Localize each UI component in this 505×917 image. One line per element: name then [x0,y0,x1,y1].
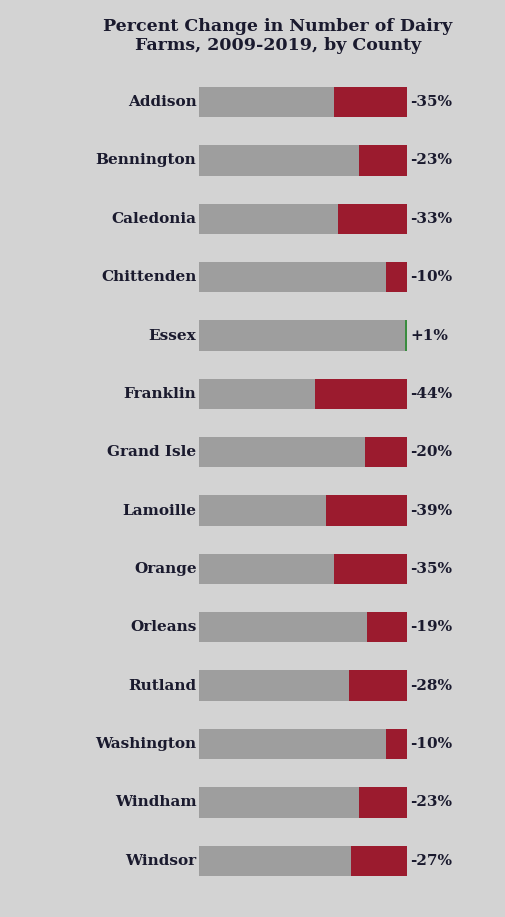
Bar [386,729,407,759]
Bar [198,554,334,584]
Bar [338,204,407,234]
Bar [348,670,407,701]
Text: Chittenden: Chittenden [101,271,196,284]
Text: -35%: -35% [410,95,452,109]
Bar [198,787,359,818]
Bar [334,87,407,117]
Bar [198,379,315,409]
Text: Bennington: Bennington [96,153,196,168]
Text: -23%: -23% [410,153,452,168]
Bar [198,262,386,293]
Bar [359,145,407,176]
Bar [198,145,359,176]
Bar [350,845,407,876]
Text: Lamoille: Lamoille [123,503,196,517]
Bar [405,320,407,350]
Bar [198,87,334,117]
Bar [315,379,407,409]
Text: Essex: Essex [149,328,196,343]
Bar [198,845,350,876]
Text: -10%: -10% [410,737,452,751]
Text: +1%: +1% [410,328,448,343]
Bar [198,670,348,701]
Text: -44%: -44% [410,387,452,401]
Text: -33%: -33% [410,212,452,226]
Title: Percent Change in Number of Dairy
Farms, 2009-2019, by County: Percent Change in Number of Dairy Farms,… [103,17,452,54]
Text: Orleans: Orleans [130,620,196,635]
Text: Rutland: Rutland [128,679,196,692]
Text: -35%: -35% [410,562,452,576]
Bar [326,495,407,525]
Bar [359,787,407,818]
Text: Grand Isle: Grand Isle [108,446,196,459]
Bar [198,613,367,643]
Bar [198,729,386,759]
Bar [198,437,365,468]
Bar [334,554,407,584]
Text: Windsor: Windsor [125,854,196,867]
Text: -20%: -20% [410,446,452,459]
Bar [198,495,326,525]
Text: -28%: -28% [410,679,452,692]
Bar [198,204,338,234]
Bar [386,262,407,293]
Bar [365,437,407,468]
Text: Addison: Addison [128,95,196,109]
Text: Washington: Washington [95,737,196,751]
Text: -10%: -10% [410,271,452,284]
Text: -39%: -39% [410,503,452,517]
Text: -27%: -27% [410,854,452,867]
Bar [367,613,407,643]
Text: Orange: Orange [134,562,196,576]
Text: Windham: Windham [115,795,196,810]
Text: Caledonia: Caledonia [112,212,196,226]
Text: -19%: -19% [410,620,452,635]
Text: Franklin: Franklin [124,387,196,401]
Text: -23%: -23% [410,795,452,810]
Bar [198,320,405,350]
